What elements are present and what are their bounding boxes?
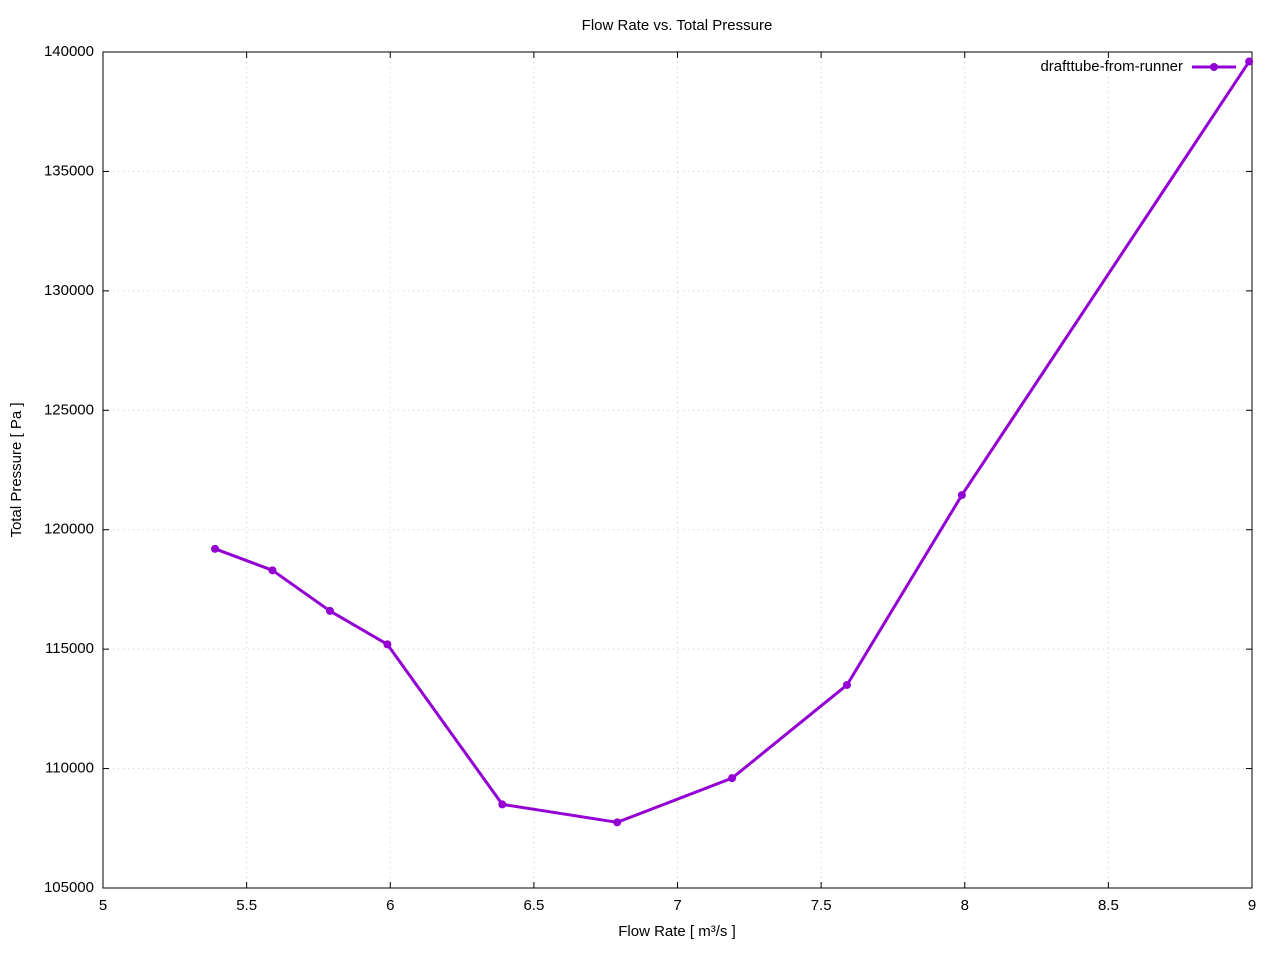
data-line [214, 60, 1251, 824]
x-tick-label: 8.5 [1098, 897, 1119, 914]
data-point [383, 640, 392, 649]
x-tick-label: 5 [99, 897, 107, 914]
data-point [211, 544, 220, 553]
data-point [1245, 57, 1254, 66]
y-tick-label: 105000 [44, 879, 94, 896]
y-tick-label: 125000 [44, 401, 94, 418]
y-tick-label: 135000 [44, 162, 94, 179]
y-tick-label: 120000 [44, 521, 94, 538]
x-axis-label: Flow Rate [ m³/s ] [618, 923, 736, 940]
data-point [268, 566, 277, 575]
x-tick-label: 6.5 [523, 897, 544, 914]
x-tick-label: 5.5 [236, 897, 257, 914]
x-tick-label: 7.5 [811, 897, 832, 914]
data-point [842, 680, 851, 689]
x-tick-label: 6 [386, 897, 394, 914]
legend-label: drafttube-from-runner [1040, 58, 1183, 75]
legend-marker [1210, 63, 1218, 71]
data-point [728, 774, 737, 783]
data-point [325, 606, 334, 615]
data-point [957, 491, 966, 500]
y-axis-label: Total Pressure [ Pa ] [8, 402, 25, 537]
y-tick-label: 130000 [44, 282, 94, 299]
data-point [613, 818, 622, 827]
x-tick-label: 9 [1248, 897, 1256, 914]
y-tick-label: 115000 [45, 640, 94, 657]
x-tick-label: 7 [673, 897, 681, 914]
y-tick-label: 110000 [45, 760, 94, 777]
y-tick-label: 140000 [44, 43, 94, 60]
data-point [498, 800, 507, 809]
plot-frame [102, 51, 1253, 889]
chart-title: Flow Rate vs. Total Pressure [582, 17, 773, 34]
x-tick-label: 8 [961, 897, 969, 914]
